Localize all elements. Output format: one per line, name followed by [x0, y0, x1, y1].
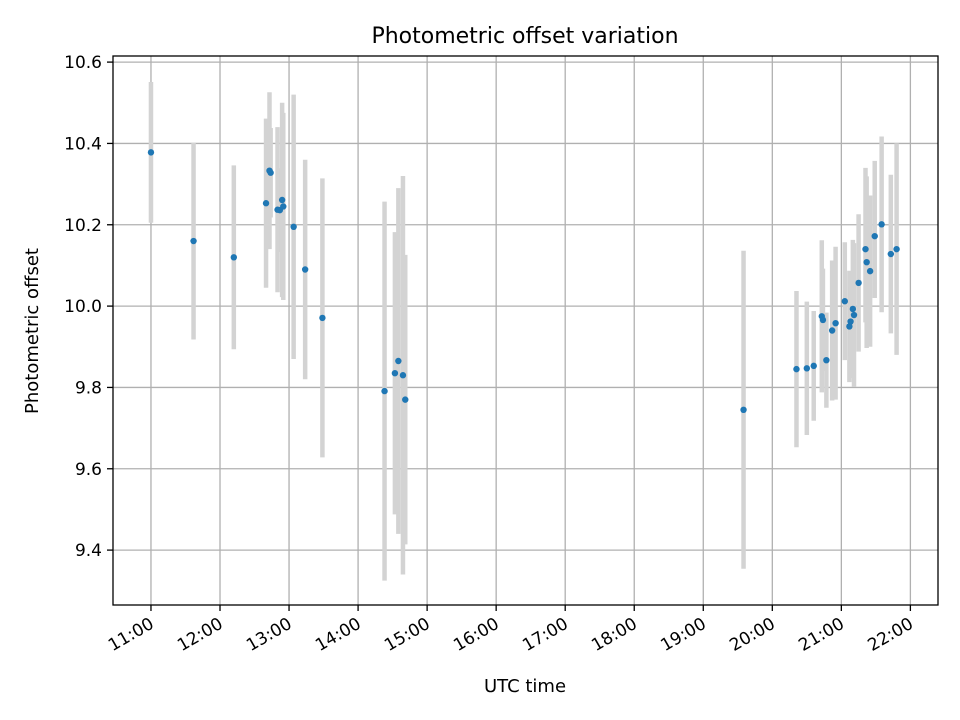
- data-point: [262, 200, 270, 207]
- y-tick-label: 10.6: [64, 53, 102, 73]
- data-point: [267, 169, 274, 176]
- data-point: [399, 372, 407, 379]
- data-point: [402, 396, 409, 403]
- data-point: [871, 232, 878, 240]
- data-point: [290, 223, 297, 230]
- data-points: [147, 149, 900, 413]
- y-tick-label: 10.2: [64, 216, 102, 236]
- data-point: [841, 298, 848, 305]
- data-point: [280, 203, 287, 210]
- data-point: [862, 245, 869, 253]
- y-axis: 9.4 9.6 9.8 10.0 10.2 10.4 10.6: [64, 53, 113, 561]
- data-point: [832, 319, 839, 327]
- data-point: [395, 357, 402, 365]
- data-point: [147, 149, 155, 156]
- plot-frame: [112, 55, 939, 606]
- data-point: [391, 370, 399, 377]
- data-point: [850, 311, 858, 319]
- y-tick-label: 9.4: [75, 541, 102, 561]
- data-point: [878, 221, 885, 228]
- data-point: [803, 365, 811, 372]
- data-point: [847, 318, 854, 325]
- data-point: [190, 237, 197, 245]
- data-point: [855, 279, 862, 287]
- y-tick-label: 9.8: [75, 378, 102, 398]
- data-point: [381, 387, 388, 395]
- x-axis-label: UTC time: [484, 676, 566, 697]
- data-point: [319, 314, 326, 322]
- data-point: [863, 258, 870, 266]
- data-point: [793, 365, 800, 373]
- data-point: [740, 406, 747, 413]
- grid: [113, 56, 938, 605]
- data-point: [810, 362, 817, 370]
- data-point: [849, 305, 857, 313]
- chart-title: Photometric offset variation: [371, 24, 678, 49]
- y-axis-label: Photometric offset: [22, 248, 43, 414]
- data-point: [866, 267, 874, 275]
- plot-area: [113, 56, 938, 605]
- data-point: [846, 323, 853, 330]
- data-point: [887, 250, 895, 258]
- y-tick-label: 10.0: [64, 297, 102, 317]
- y-tick-label: 10.4: [64, 134, 102, 154]
- data-point: [230, 254, 238, 261]
- data-point: [301, 266, 309, 273]
- data-point: [823, 356, 830, 364]
- data-point: [893, 245, 900, 253]
- y-tick-label: 9.6: [75, 460, 102, 480]
- data-point: [819, 316, 827, 324]
- data-point: [278, 196, 286, 204]
- data-point: [828, 327, 836, 334]
